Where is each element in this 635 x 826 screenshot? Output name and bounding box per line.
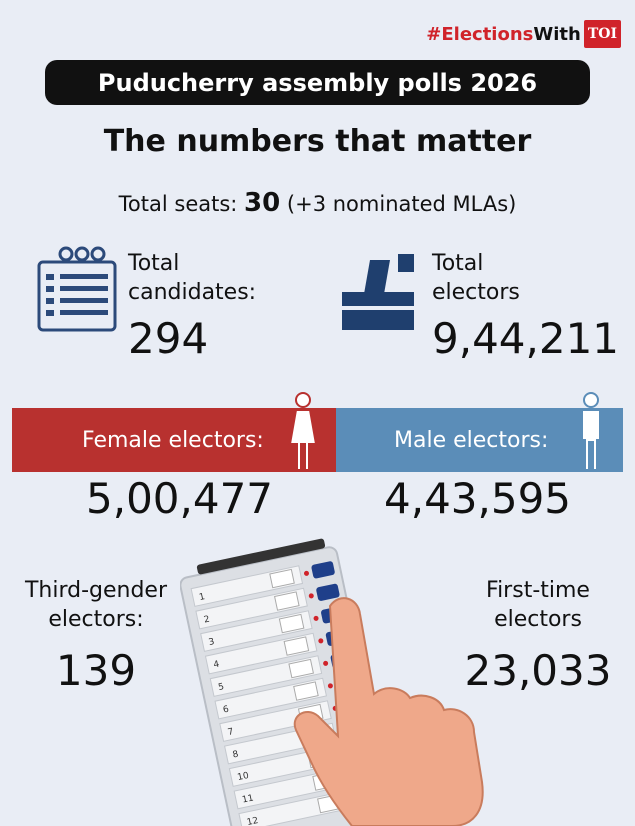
evm-box: [278, 613, 305, 634]
evm-light: [303, 570, 309, 576]
first-time-label: First-time electors: [486, 578, 590, 632]
evm-number: 5: [217, 682, 225, 693]
candidates-value: 294: [128, 314, 209, 363]
evm-box: [293, 681, 319, 701]
evm-box: [269, 568, 295, 589]
evm-number: 11: [241, 793, 254, 805]
evm-button: [311, 561, 335, 579]
female-icon: [288, 392, 318, 471]
female-label: Female electors:: [82, 427, 264, 453]
evm-number: 12: [246, 816, 259, 826]
evm-number: 2: [203, 615, 211, 626]
electors-value: 9,44,211: [432, 314, 620, 363]
hashtag-suffix: With: [533, 23, 581, 45]
toi-logo: TOI: [583, 20, 621, 48]
evm-light: [313, 615, 319, 621]
seats-label: Total seats:: [118, 192, 238, 216]
first-time-value: 23,033: [464, 646, 612, 695]
evm-number: 4: [213, 660, 221, 671]
electors-label: Total electors: [432, 251, 520, 305]
male-band: Male electors:: [336, 408, 623, 472]
seats: Total seats: 30 (+3 nominated MLAs): [0, 188, 635, 218]
banner: Puducherry assembly polls 2026: [45, 60, 590, 105]
evm-number: 10: [237, 771, 251, 783]
candidates-icon: [37, 246, 117, 332]
evm-number: 8: [232, 750, 240, 761]
evm-box: [288, 658, 314, 679]
evm-light: [308, 593, 314, 599]
title: The numbers that matter: [103, 124, 532, 159]
evm-box: [274, 591, 300, 611]
evm-number: 7: [227, 727, 235, 738]
evm-number: 1: [198, 592, 206, 603]
hashtag: #Elections With TOI: [426, 20, 621, 48]
third-gender-label: Third-gender electors:: [24, 578, 168, 632]
seats-note: (+3 nominated MLAs): [286, 192, 517, 216]
evm-light: [327, 683, 333, 689]
third-gender-value: 139: [55, 646, 137, 695]
male-icon: [581, 392, 601, 471]
evm-button: [316, 583, 340, 601]
evm-number: 6: [222, 705, 230, 716]
ballot-icon: [342, 254, 414, 330]
evm-light: [323, 660, 329, 666]
seats-value: 30: [244, 188, 281, 218]
candidates-label: Total candidates:: [128, 251, 257, 305]
male-label: Male electors:: [394, 427, 549, 453]
male-value: 4,43,595: [384, 474, 572, 523]
hashtag-prefix: #Elections: [426, 23, 534, 45]
female-band: Female electors:: [12, 408, 336, 472]
evm-light: [318, 638, 324, 644]
evm-number: 3: [208, 637, 216, 648]
female-value: 5,00,477: [86, 474, 274, 523]
evm-box: [283, 636, 310, 656]
